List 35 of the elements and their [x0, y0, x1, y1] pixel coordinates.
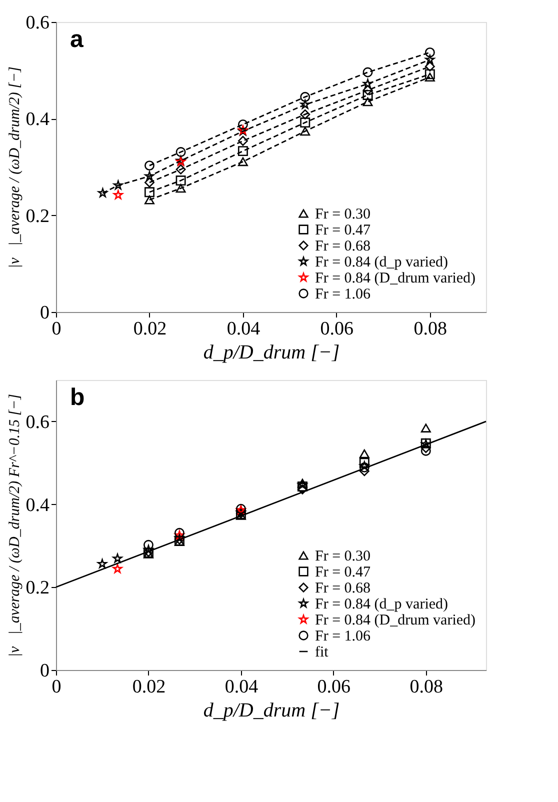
x-axis-title: d_p/D_drum [−]	[203, 342, 340, 364]
y-axis-title: |v⃗|_average / (ωD_drum/2) [−]	[6, 66, 23, 268]
y-tick-label: 0.2	[26, 206, 50, 227]
x-tick-label: 0.02	[133, 318, 167, 340]
legend-label: Fr = 0.84 (d_p varied)	[315, 254, 448, 270]
y-axis-title: |v⃗|_average / (ωD_drum/2) Fr^−0.15 [−]	[6, 394, 23, 658]
y-tick-label: 0	[40, 302, 50, 324]
legend-label: fit	[315, 644, 330, 660]
y-tick-label: 0.4	[26, 109, 50, 130]
y-tick-label: 0.6	[26, 412, 50, 433]
x-axis-title: d_p/D_drum [−]	[203, 700, 340, 722]
legend-label: Fr = 0.30	[315, 206, 371, 222]
x-tick-label: 0.04	[224, 676, 259, 698]
y-tick-label: 0	[40, 660, 50, 682]
legend-label: Fr = 1.06	[315, 628, 372, 644]
y-tick-label: 0.4	[26, 494, 50, 516]
legend-label: Fr = 0.84 (D_drum varied)	[315, 270, 476, 286]
legend-label: Fr = 0.47	[315, 222, 372, 238]
x-tick-label: 0.04	[226, 318, 261, 340]
legend-label: Fr = 0.30	[315, 548, 371, 564]
x-tick-label: 0.06	[317, 676, 351, 698]
chart-title: b	[70, 384, 85, 411]
y-tick-label: 0.2	[26, 578, 50, 599]
legend-label: Fr = 0.84 (D_drum varied)	[315, 612, 476, 628]
legend-label: Fr = 0.68	[315, 238, 371, 254]
legend-label: Fr = 0.68	[315, 580, 371, 596]
x-tick-label: 0.06	[320, 318, 354, 340]
legend-label: Fr = 0.47	[315, 564, 372, 580]
y-tick-label: 0.6	[26, 12, 50, 34]
legend-label: Fr = 1.06	[315, 286, 372, 302]
x-tick-label: 0.08	[410, 676, 444, 698]
x-tick-label: 0.08	[414, 318, 448, 340]
legend-label: Fr = 0.84 (d_p varied)	[315, 596, 448, 612]
chart-title: a	[70, 26, 84, 53]
x-tick-label: 0.02	[132, 676, 166, 698]
